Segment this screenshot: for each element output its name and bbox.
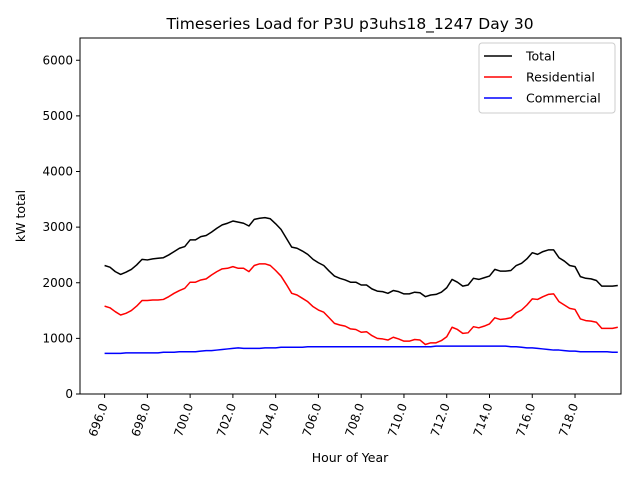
- y-tick-label: 5000: [42, 109, 73, 123]
- chart-title: Timeseries Load for P3U p3uhs18_1247 Day…: [165, 15, 533, 34]
- legend-label-residential: Residential: [526, 70, 595, 85]
- series-line-total: [104, 216, 618, 298]
- series-line-commercial: [104, 345, 618, 355]
- y-tick-label: 4000: [42, 165, 73, 179]
- plot-frame: [79, 37, 622, 395]
- series-line-residential: [104, 263, 618, 346]
- y-tick-label: 2000: [42, 276, 73, 290]
- y-axis-label: kW total: [13, 190, 28, 242]
- y-tick-label: 1000: [42, 331, 73, 345]
- series-lines: [104, 216, 618, 355]
- legend-box: [478, 42, 616, 114]
- legend: Total Residential Commercial: [478, 42, 616, 114]
- x-axis-label: Hour of Year: [312, 450, 389, 465]
- legend-label-commercial: Commercial: [526, 91, 601, 106]
- y-tick-label: 3000: [42, 220, 73, 234]
- y-tick-label: 6000: [42, 53, 73, 67]
- legend-label-total: Total: [525, 49, 555, 64]
- y-tick-label: 0: [65, 387, 73, 401]
